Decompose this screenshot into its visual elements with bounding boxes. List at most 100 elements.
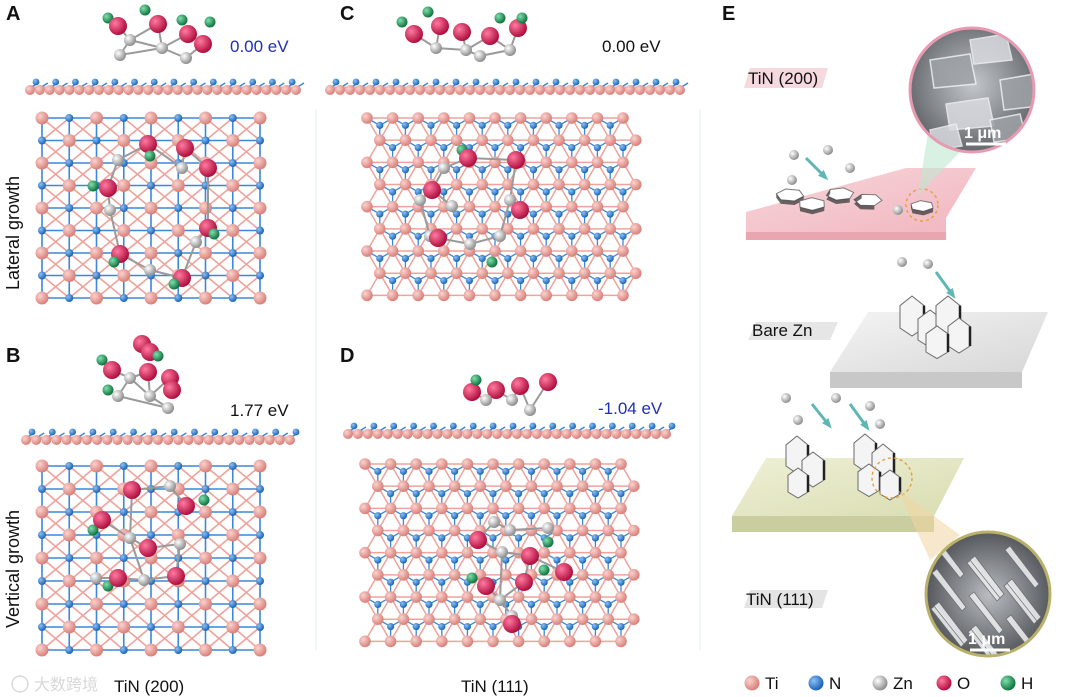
n-atom (191, 428, 198, 436)
ti-atom (540, 200, 552, 213)
ti-atom (423, 480, 435, 492)
sem-nanosheet (931, 568, 967, 612)
ti-atom (143, 85, 154, 95)
ti-atom (617, 156, 629, 169)
ti-atom (461, 546, 474, 559)
ti-atom (199, 551, 212, 565)
n-atom (619, 276, 627, 285)
energy-c: 0.00 eV (602, 37, 661, 56)
n-atom (256, 226, 264, 235)
sem-nanosheet (968, 591, 1004, 635)
n-atom (553, 467, 561, 475)
o-atom (477, 577, 495, 595)
n-atom (492, 78, 500, 86)
n-atom (515, 534, 523, 542)
n-atom (256, 181, 264, 190)
ti-ti-bond (150, 465, 179, 490)
n-atom (170, 78, 178, 86)
ti-atom (162, 85, 173, 95)
ti-ti-bond (68, 580, 98, 605)
ti-atom (615, 85, 625, 95)
ti-atom (452, 429, 463, 439)
n-sphere-icon (808, 675, 824, 691)
n-atom (170, 428, 178, 436)
ti-atom (455, 85, 465, 95)
n-atom (453, 121, 461, 129)
ti-atom (61, 435, 72, 445)
n-atom (38, 531, 46, 539)
ti-atom (438, 289, 450, 302)
ti-atom (423, 613, 435, 625)
n-atom (401, 121, 409, 129)
n-atom (489, 422, 497, 430)
ti-atom (253, 246, 267, 260)
ti-atom (474, 613, 487, 625)
n-atom (414, 143, 422, 152)
ti-atom (631, 429, 642, 439)
n-atom (489, 489, 497, 498)
ti-atom (386, 156, 399, 169)
zn-atom (180, 52, 192, 64)
n-atom (414, 188, 422, 196)
sem-callout-top (918, 120, 962, 195)
ti-ti-bond (123, 534, 152, 559)
ti-atom (436, 458, 448, 470)
n-atom (668, 422, 676, 430)
ti-atom (581, 429, 592, 439)
n-atom (463, 489, 471, 498)
horizontal-zn-plate-edge (854, 194, 875, 210)
ti-atom (84, 85, 95, 95)
n-atom (628, 422, 636, 430)
n-atom (549, 422, 557, 430)
ti-atom (51, 435, 62, 445)
ti-atom (450, 223, 463, 235)
ti-atom (117, 134, 131, 147)
ti-atom (361, 156, 373, 169)
ti-atom (538, 591, 550, 603)
ti-atom (274, 435, 285, 445)
ti-atom (384, 635, 397, 648)
ti-atom (476, 178, 489, 191)
n-atom (201, 531, 210, 539)
ti-atom (251, 85, 262, 95)
ti-atom (422, 429, 433, 439)
n-atom (228, 554, 237, 562)
ti-atom (601, 429, 612, 439)
o-atom (423, 181, 441, 199)
ti-atom (90, 156, 103, 170)
n-atom (648, 422, 656, 430)
n-atom (572, 78, 580, 86)
n-atom (517, 232, 525, 240)
ti-atom (635, 85, 645, 95)
ti-ti-bond (68, 274, 98, 299)
zn-atom (174, 538, 186, 550)
legend-label-o: O (957, 674, 970, 693)
zn-atom (496, 546, 508, 558)
ti-atom (461, 458, 474, 470)
n-atom (201, 136, 210, 145)
zn-ion (787, 175, 797, 185)
n-atom (401, 254, 409, 263)
sem-image-top (910, 28, 1034, 152)
ti-ti-bond (95, 207, 125, 232)
ti-ti-bond (150, 557, 179, 582)
o-atom (99, 179, 117, 197)
ti-atom (385, 85, 395, 95)
n-atom (150, 428, 158, 436)
ti-atom (476, 134, 489, 146)
n-atom (72, 78, 79, 86)
bare-zn-plates (899, 295, 972, 360)
n-atom (372, 78, 380, 86)
ti-atom (325, 85, 335, 95)
n-atom (38, 577, 46, 585)
n-atom (476, 600, 484, 609)
n-atom (504, 254, 512, 263)
ti-atom (564, 458, 576, 470)
vertical-zn-plates (785, 433, 902, 501)
ti-atom (352, 429, 363, 439)
ti-atom (472, 429, 483, 439)
ti-atom (74, 85, 85, 95)
o-atom (511, 377, 529, 395)
n-atom (65, 249, 74, 257)
ti-atom (193, 435, 204, 445)
